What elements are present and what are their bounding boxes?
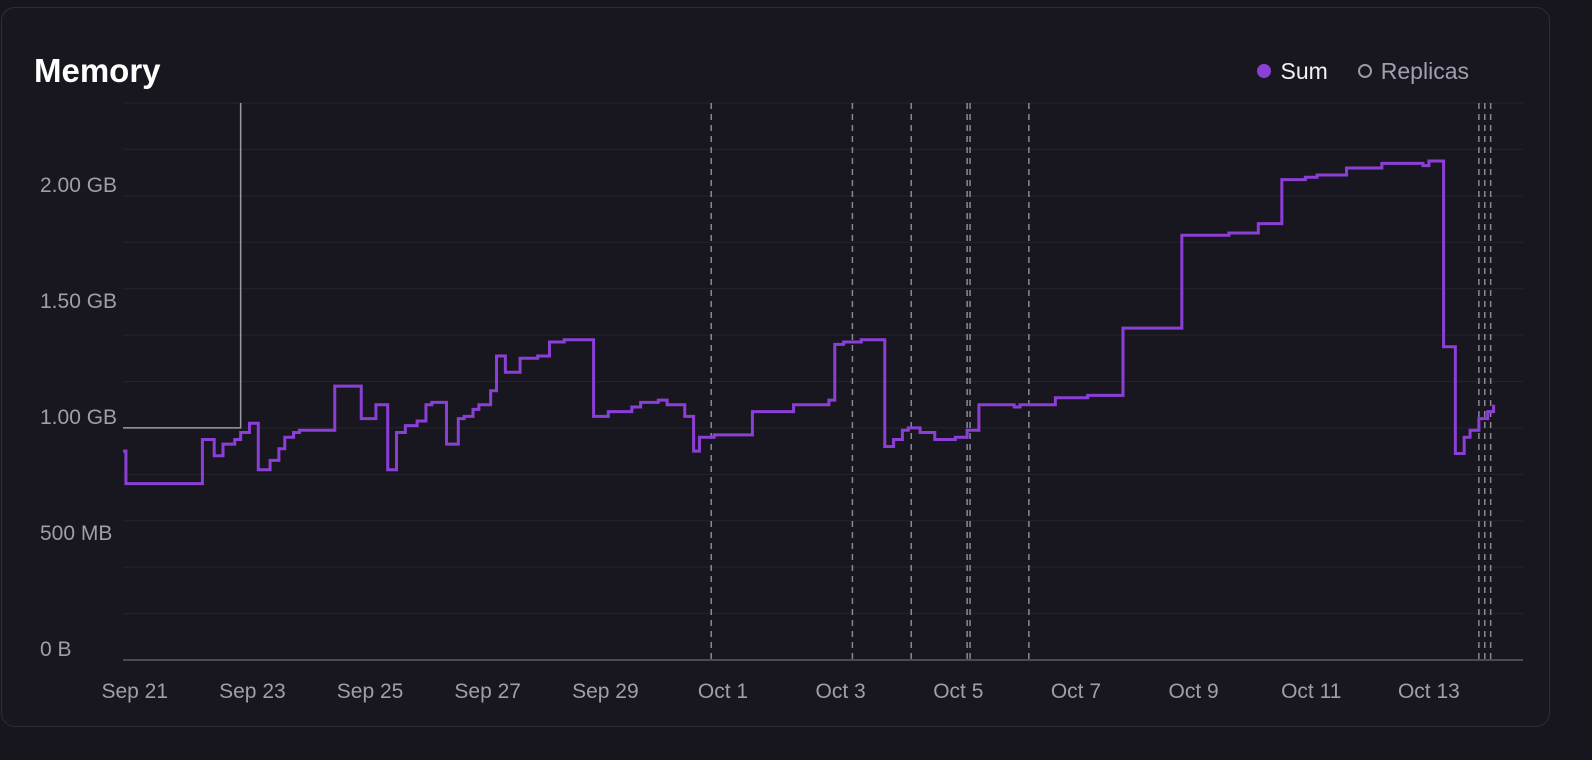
legend-item-sum[interactable]: Sum <box>1257 56 1328 86</box>
x-tick-label: Sep 29 <box>572 680 639 703</box>
x-tick-label: Sep 27 <box>454 680 521 703</box>
y-tick-label: 2.00 GB <box>40 174 117 197</box>
y-tick-label: 1.00 GB <box>40 406 117 429</box>
legend-label-sum: Sum <box>1280 58 1328 84</box>
series-lines <box>123 103 1496 486</box>
y-tick-label: 0 B <box>40 638 72 661</box>
chart-title: Memory <box>34 52 161 89</box>
x-tick-label: Sep 21 <box>101 680 168 703</box>
sum-dot-icon <box>1257 64 1272 78</box>
event-markers <box>710 103 1492 660</box>
x-tick-label: Oct 1 <box>698 680 748 703</box>
y-tick-label: 500 MB <box>40 522 112 545</box>
x-tick-label: Sep 25 <box>337 680 404 703</box>
series-line-sum <box>123 159 1496 486</box>
legend-label-replicas: Replicas <box>1380 58 1469 84</box>
series-line-replicas <box>123 103 242 429</box>
y-tick-label: 1.50 GB <box>40 290 117 313</box>
x-tick-label: Oct 5 <box>933 680 983 703</box>
x-tick-label: Sep 23 <box>219 680 286 703</box>
x-tick-label: Oct 13 <box>1398 680 1460 703</box>
x-tick-label: Oct 9 <box>1168 680 1218 703</box>
grid-lines <box>123 102 1523 615</box>
chart-legend: Sum Replicas <box>1257 56 1469 86</box>
memory-chart-panel: Memory Sum Replicas <box>1 7 1550 727</box>
x-tick-label: Oct 11 <box>1281 680 1341 703</box>
replicas-circle-icon <box>1357 64 1372 78</box>
legend-item-replicas[interactable]: Replicas <box>1357 56 1469 86</box>
x-tick-label: Oct 7 <box>1051 680 1101 703</box>
axes: 0 B 500 MB 1.00 GB 1.50 GB 2.00 GB Sep 21 Sep … <box>40 174 1523 703</box>
x-tick-label: Oct 3 <box>816 680 866 703</box>
